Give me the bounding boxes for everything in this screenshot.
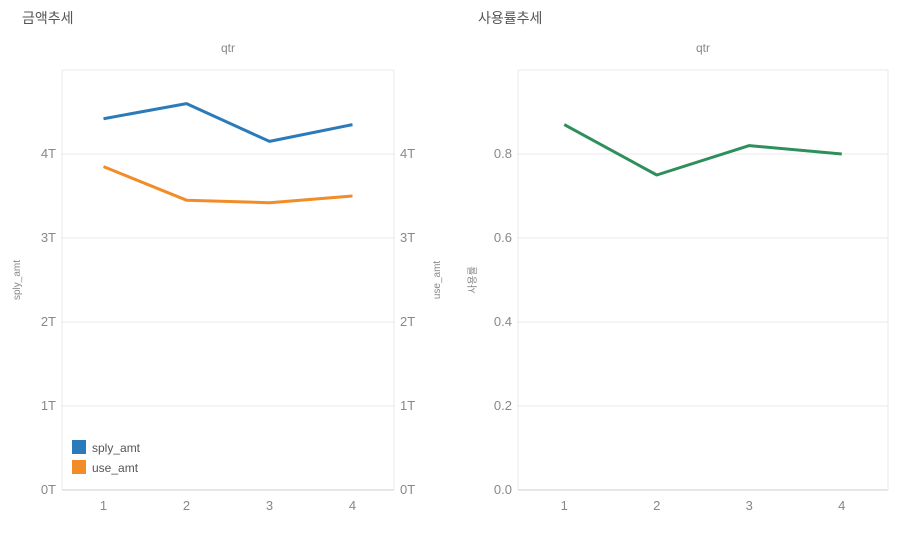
chart-container: 금액추세 qtr 0T 0T 1T 1T 2T 2T 3T 3T 4T 4T 1 2 3 4 sply_amt…: [0, 0, 912, 537]
right-xtick: 4: [838, 498, 845, 513]
right-chart-title: 사용률추세: [478, 8, 908, 28]
left-chart-wrap: qtr 0T 0T 1T 1T 2T 2T 3T 3T 4T 4T 1 2 3 4 sply_amt use_a…: [4, 30, 452, 535]
right-ytick-label: 0.6: [494, 230, 512, 245]
left-xtick: 4: [349, 498, 356, 513]
right-ytick-label: 0.0: [494, 482, 512, 497]
right-xtick: 2: [653, 498, 660, 513]
legend-label: sply_amt: [92, 441, 141, 455]
left-subtitle: qtr: [221, 41, 235, 55]
left-plot-bg: [62, 70, 394, 490]
right-chart-svg: qtr 0.0 0.2 0.4 0.6 0.8 1 2 3 4 사용률: [460, 30, 908, 530]
left-ytick: 4T: [41, 146, 56, 161]
left-xtick: 2: [183, 498, 190, 513]
left-xtick: 1: [100, 498, 107, 513]
right-xtick: 1: [561, 498, 568, 513]
right-ytick: 3T: [400, 230, 415, 245]
left-ytick: 1T: [41, 398, 56, 413]
right-ytick: 2T: [400, 314, 415, 329]
right-ytick: 4T: [400, 146, 415, 161]
left-yaxis-label-left: sply_amt: [12, 260, 23, 300]
left-ytick: 0T: [41, 482, 56, 497]
left-yaxis-label-right: use_amt: [432, 261, 443, 300]
left-panel: 금액추세 qtr 0T 0T 1T 1T 2T 2T 3T 3T 4T 4T 1 2 3 4 sply_amt…: [0, 0, 456, 537]
right-subtitle: qtr: [696, 41, 710, 55]
right-yaxis-label: 사용률: [467, 266, 479, 294]
right-xtick: 3: [746, 498, 753, 513]
right-ytick-label: 0.8: [494, 146, 512, 161]
left-ytick: 2T: [41, 314, 56, 329]
right-ytick-label: 0.4: [494, 314, 512, 329]
legend-swatch: [72, 440, 86, 454]
left-xtick: 3: [266, 498, 273, 513]
right-plot-bg: [518, 70, 888, 490]
right-ytick: 0T: [400, 482, 415, 497]
right-chart-wrap: qtr 0.0 0.2 0.4 0.6 0.8 1 2 3 4 사용률: [460, 30, 908, 535]
left-ytick: 3T: [41, 230, 56, 245]
right-ytick: 1T: [400, 398, 415, 413]
left-chart-svg: qtr 0T 0T 1T 1T 2T 2T 3T 3T 4T 4T 1 2 3 4 sply_amt use_a…: [4, 30, 452, 530]
right-panel: 사용률추세 qtr 0.0 0.2 0.4 0.6 0.8 1 2 3 4 사용률: [456, 0, 912, 537]
legend-label: use_amt: [92, 461, 139, 475]
left-chart-title: 금액추세: [22, 8, 452, 28]
legend-swatch: [72, 460, 86, 474]
right-ytick-label: 0.2: [494, 398, 512, 413]
